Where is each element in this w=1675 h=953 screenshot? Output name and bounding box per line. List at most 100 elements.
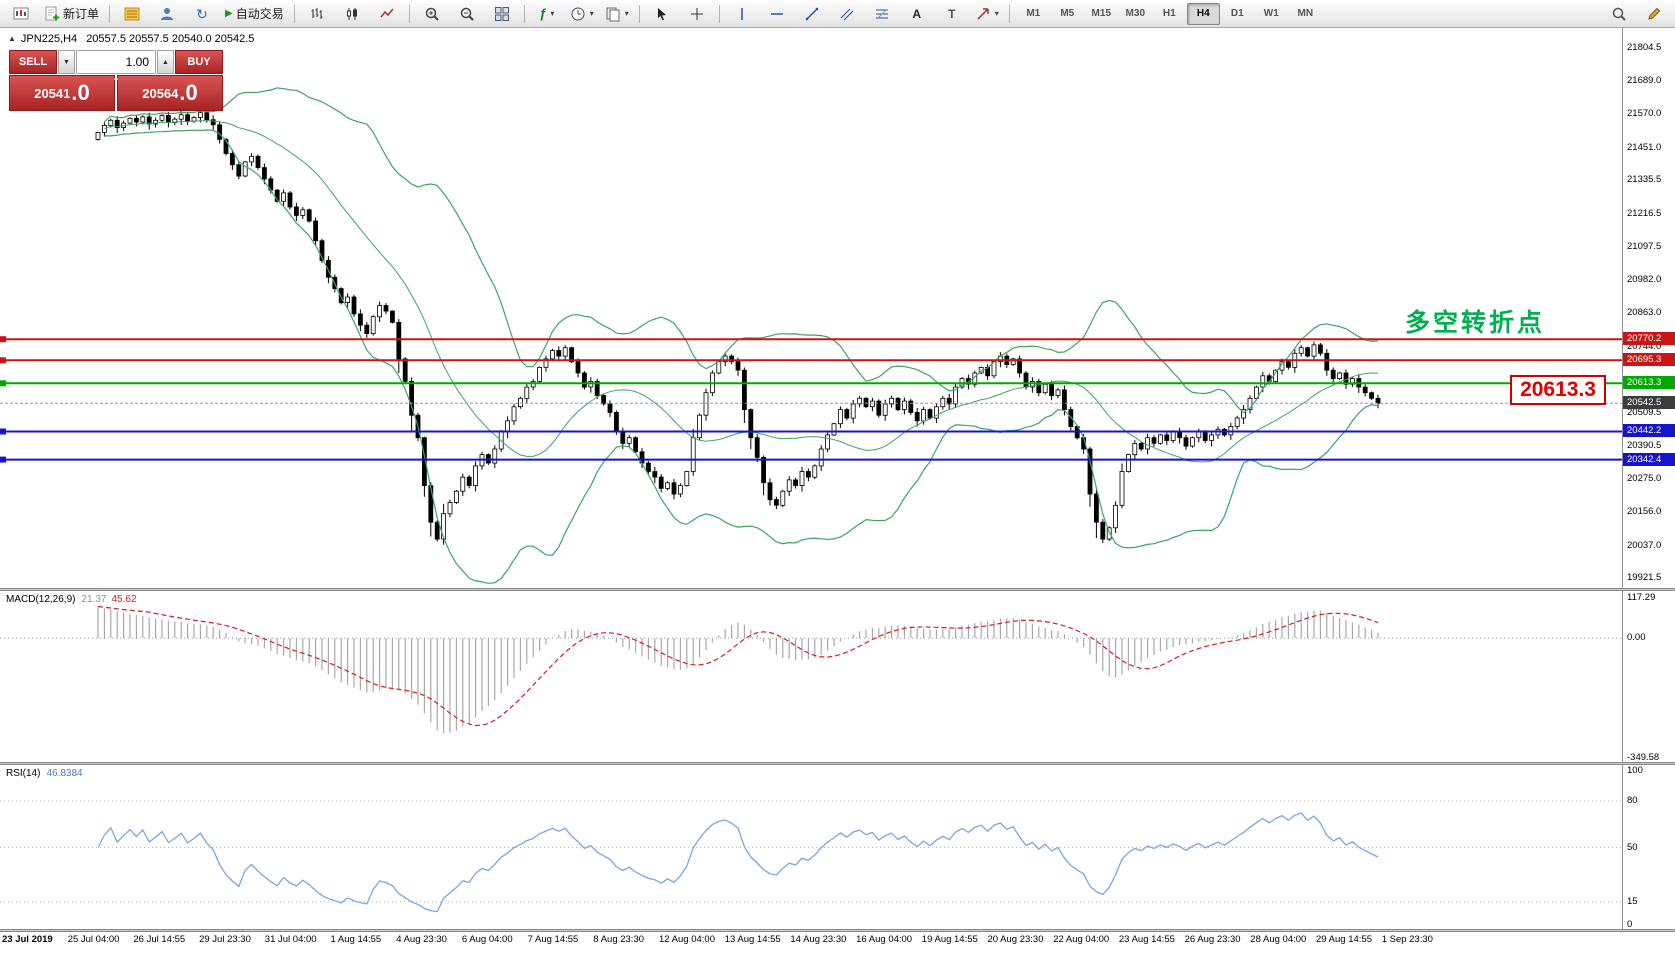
chart-annotation-text: 多空转折点: [1405, 309, 1546, 337]
toolbar-separator: [1008, 4, 1010, 23]
label-tool-icon: T: [948, 6, 956, 21]
new-chart-button[interactable]: [4, 2, 38, 26]
buy-price-main: 20564: [142, 85, 179, 101]
vertical-line-button[interactable]: [725, 2, 759, 26]
candlestick-icon: [346, 7, 357, 20]
sell-button[interactable]: SELL: [9, 50, 57, 74]
zoom-out-icon: [460, 7, 474, 21]
fibonacci-button[interactable]: [865, 2, 899, 26]
navigator-button[interactable]: [150, 2, 184, 26]
channel-button[interactable]: [830, 2, 864, 26]
rsi-axis: 100 80 50 15 0: [1623, 765, 1675, 930]
panel-splitter: [0, 929, 1675, 932]
auto-trading-button[interactable]: ▶ 自动交易: [220, 2, 289, 26]
horizontal-line-icon: [770, 12, 783, 15]
rsi-value: 46.8384: [46, 768, 83, 779]
rsi-axis-tick: 50: [1627, 841, 1638, 853]
time-axis-label: 1 Aug 14:55: [330, 934, 382, 945]
price-chart-canvas[interactable]: [0, 28, 1622, 588]
volume-dropdown-button[interactable]: ▼: [58, 50, 75, 74]
macd-label: MACD(12,26,9) 21.37 45.62: [6, 594, 137, 605]
auto-trading-label: 自动交易: [235, 7, 284, 21]
sell-price-button[interactable]: 20541 .0: [9, 75, 115, 111]
timeframe-w1[interactable]: W1: [1263, 8, 1279, 19]
timeframe-m1[interactable]: M1: [1026, 8, 1041, 19]
timeframe-m30[interactable]: M30: [1125, 8, 1145, 19]
zoom-in-button[interactable]: [415, 2, 449, 26]
price-axis-tick: 20982.0: [1627, 273, 1662, 285]
price-axis[interactable]: 21804.5 21689.0 21570.0 21451.0 21335.5 21216…: [1623, 28, 1675, 588]
cursor-button[interactable]: [645, 2, 679, 26]
search-button[interactable]: [1602, 2, 1636, 26]
buy-price-button[interactable]: 20564 .0: [117, 75, 223, 111]
macd-panel-canvas[interactable]: [0, 591, 1622, 762]
buy-price-frac: .0: [179, 79, 198, 105]
timeframe-m5[interactable]: M5: [1060, 8, 1075, 19]
rsi-panel-canvas[interactable]: [0, 765, 1622, 929]
timeframe-h4[interactable]: H4: [1186, 2, 1220, 25]
bar-chart-button[interactable]: [300, 2, 334, 26]
user-icon: [161, 7, 174, 20]
line-chart-icon: [380, 8, 394, 17]
panel-splitter[interactable]: [0, 762, 1675, 765]
panel-splitter[interactable]: [0, 588, 1675, 591]
price-axis-tick: 20390.5: [1627, 440, 1662, 452]
volume-input[interactable]: 1.00: [76, 50, 156, 74]
indicators-button[interactable]: ƒ ▾: [530, 2, 564, 26]
clock-icon: [571, 7, 585, 20]
tile-windows-button[interactable]: [485, 2, 519, 26]
pencil-icon: [1648, 7, 1661, 20]
chart-header: ▲ JPN225,H4 20557.5 20557.5 20540.0 20542.…: [8, 33, 254, 45]
arrows-button[interactable]: ▾: [970, 2, 1004, 26]
refresh-button[interactable]: ↻: [185, 2, 219, 26]
periods-button[interactable]: ▾: [565, 2, 599, 26]
edit-button[interactable]: [1637, 2, 1671, 26]
price-badge: 20442.2: [1623, 424, 1675, 438]
time-axis-label: 22 Aug 04:00: [1053, 934, 1110, 945]
toolbar-separator: [523, 4, 525, 23]
templates-button[interactable]: ▾: [600, 2, 634, 26]
price-axis-tick: 21335.5: [1627, 174, 1662, 186]
price-axis-tick: 21097.5: [1627, 241, 1662, 253]
one-click-toggle-icon[interactable]: ▲: [8, 34, 16, 43]
rsi-axis-tick: 100: [1627, 765, 1643, 776]
one-click-trading-panel: SELL ▼ 1.00 ▲ BUY ▴ 20541 .0 20564 .0: [9, 50, 223, 111]
timeframe-d1[interactable]: D1: [1230, 8, 1244, 19]
timeframe-mn[interactable]: MN: [1297, 8, 1314, 19]
text-button[interactable]: A: [900, 2, 934, 26]
price-level-callout: 20613.3: [1510, 375, 1606, 405]
time-axis-label: 29 Aug 14:55: [1316, 934, 1372, 945]
timeframe-m15[interactable]: M15: [1091, 8, 1111, 19]
volume-up-button[interactable]: ▲: [157, 50, 174, 74]
timeframe-h1[interactable]: H1: [1162, 8, 1176, 19]
timeframe-toolbar: M1 M5 M15 M30 H1 H4 D1 W1 MN: [1017, 2, 1322, 25]
spread-caret-icon: ▴: [113, 73, 119, 82]
zoom-in-icon: [425, 7, 439, 21]
macd-axis-tick: 117.29: [1627, 592, 1656, 603]
refresh-icon: ↻: [196, 5, 208, 22]
time-axis-label: 28 Aug 04:00: [1250, 934, 1307, 945]
time-axis-label: 26 Aug 23:30: [1184, 934, 1241, 945]
cursor-icon: [657, 7, 666, 20]
toolbar-separator: [638, 4, 640, 23]
line-chart-button[interactable]: [370, 2, 404, 26]
ohlc-values: 20557.5 20557.5 20540.0 20542.5: [86, 33, 255, 45]
horizontal-line-button[interactable]: [760, 2, 794, 26]
time-axis-label: 12 Aug 04:00: [659, 934, 715, 945]
text-label-button[interactable]: T: [935, 2, 969, 26]
chevron-down-icon: ▾: [589, 9, 594, 18]
indicators-icon: ƒ: [539, 6, 547, 21]
candlestick-chart-button[interactable]: [335, 2, 369, 26]
new-order-button[interactable]: 新订单: [39, 2, 104, 26]
market-watch-button[interactable]: [115, 2, 149, 26]
price-badge: 20770.2: [1623, 332, 1675, 346]
time-axis-label: 29 Jul 23:30: [199, 934, 251, 945]
time-axis[interactable]: 23 Jul 2019 25 Jul 04:00 26 Jul 14:55 29 Ju…: [0, 931, 1675, 953]
toolbar-separator: [109, 4, 111, 23]
trendline-button[interactable]: [795, 2, 829, 26]
new-order-label: 新订单: [63, 7, 100, 21]
time-axis-label: 6 Aug 04:00: [461, 934, 513, 945]
crosshair-button[interactable]: [680, 2, 714, 26]
buy-button[interactable]: BUY: [175, 50, 223, 74]
zoom-out-button[interactable]: [450, 2, 484, 26]
